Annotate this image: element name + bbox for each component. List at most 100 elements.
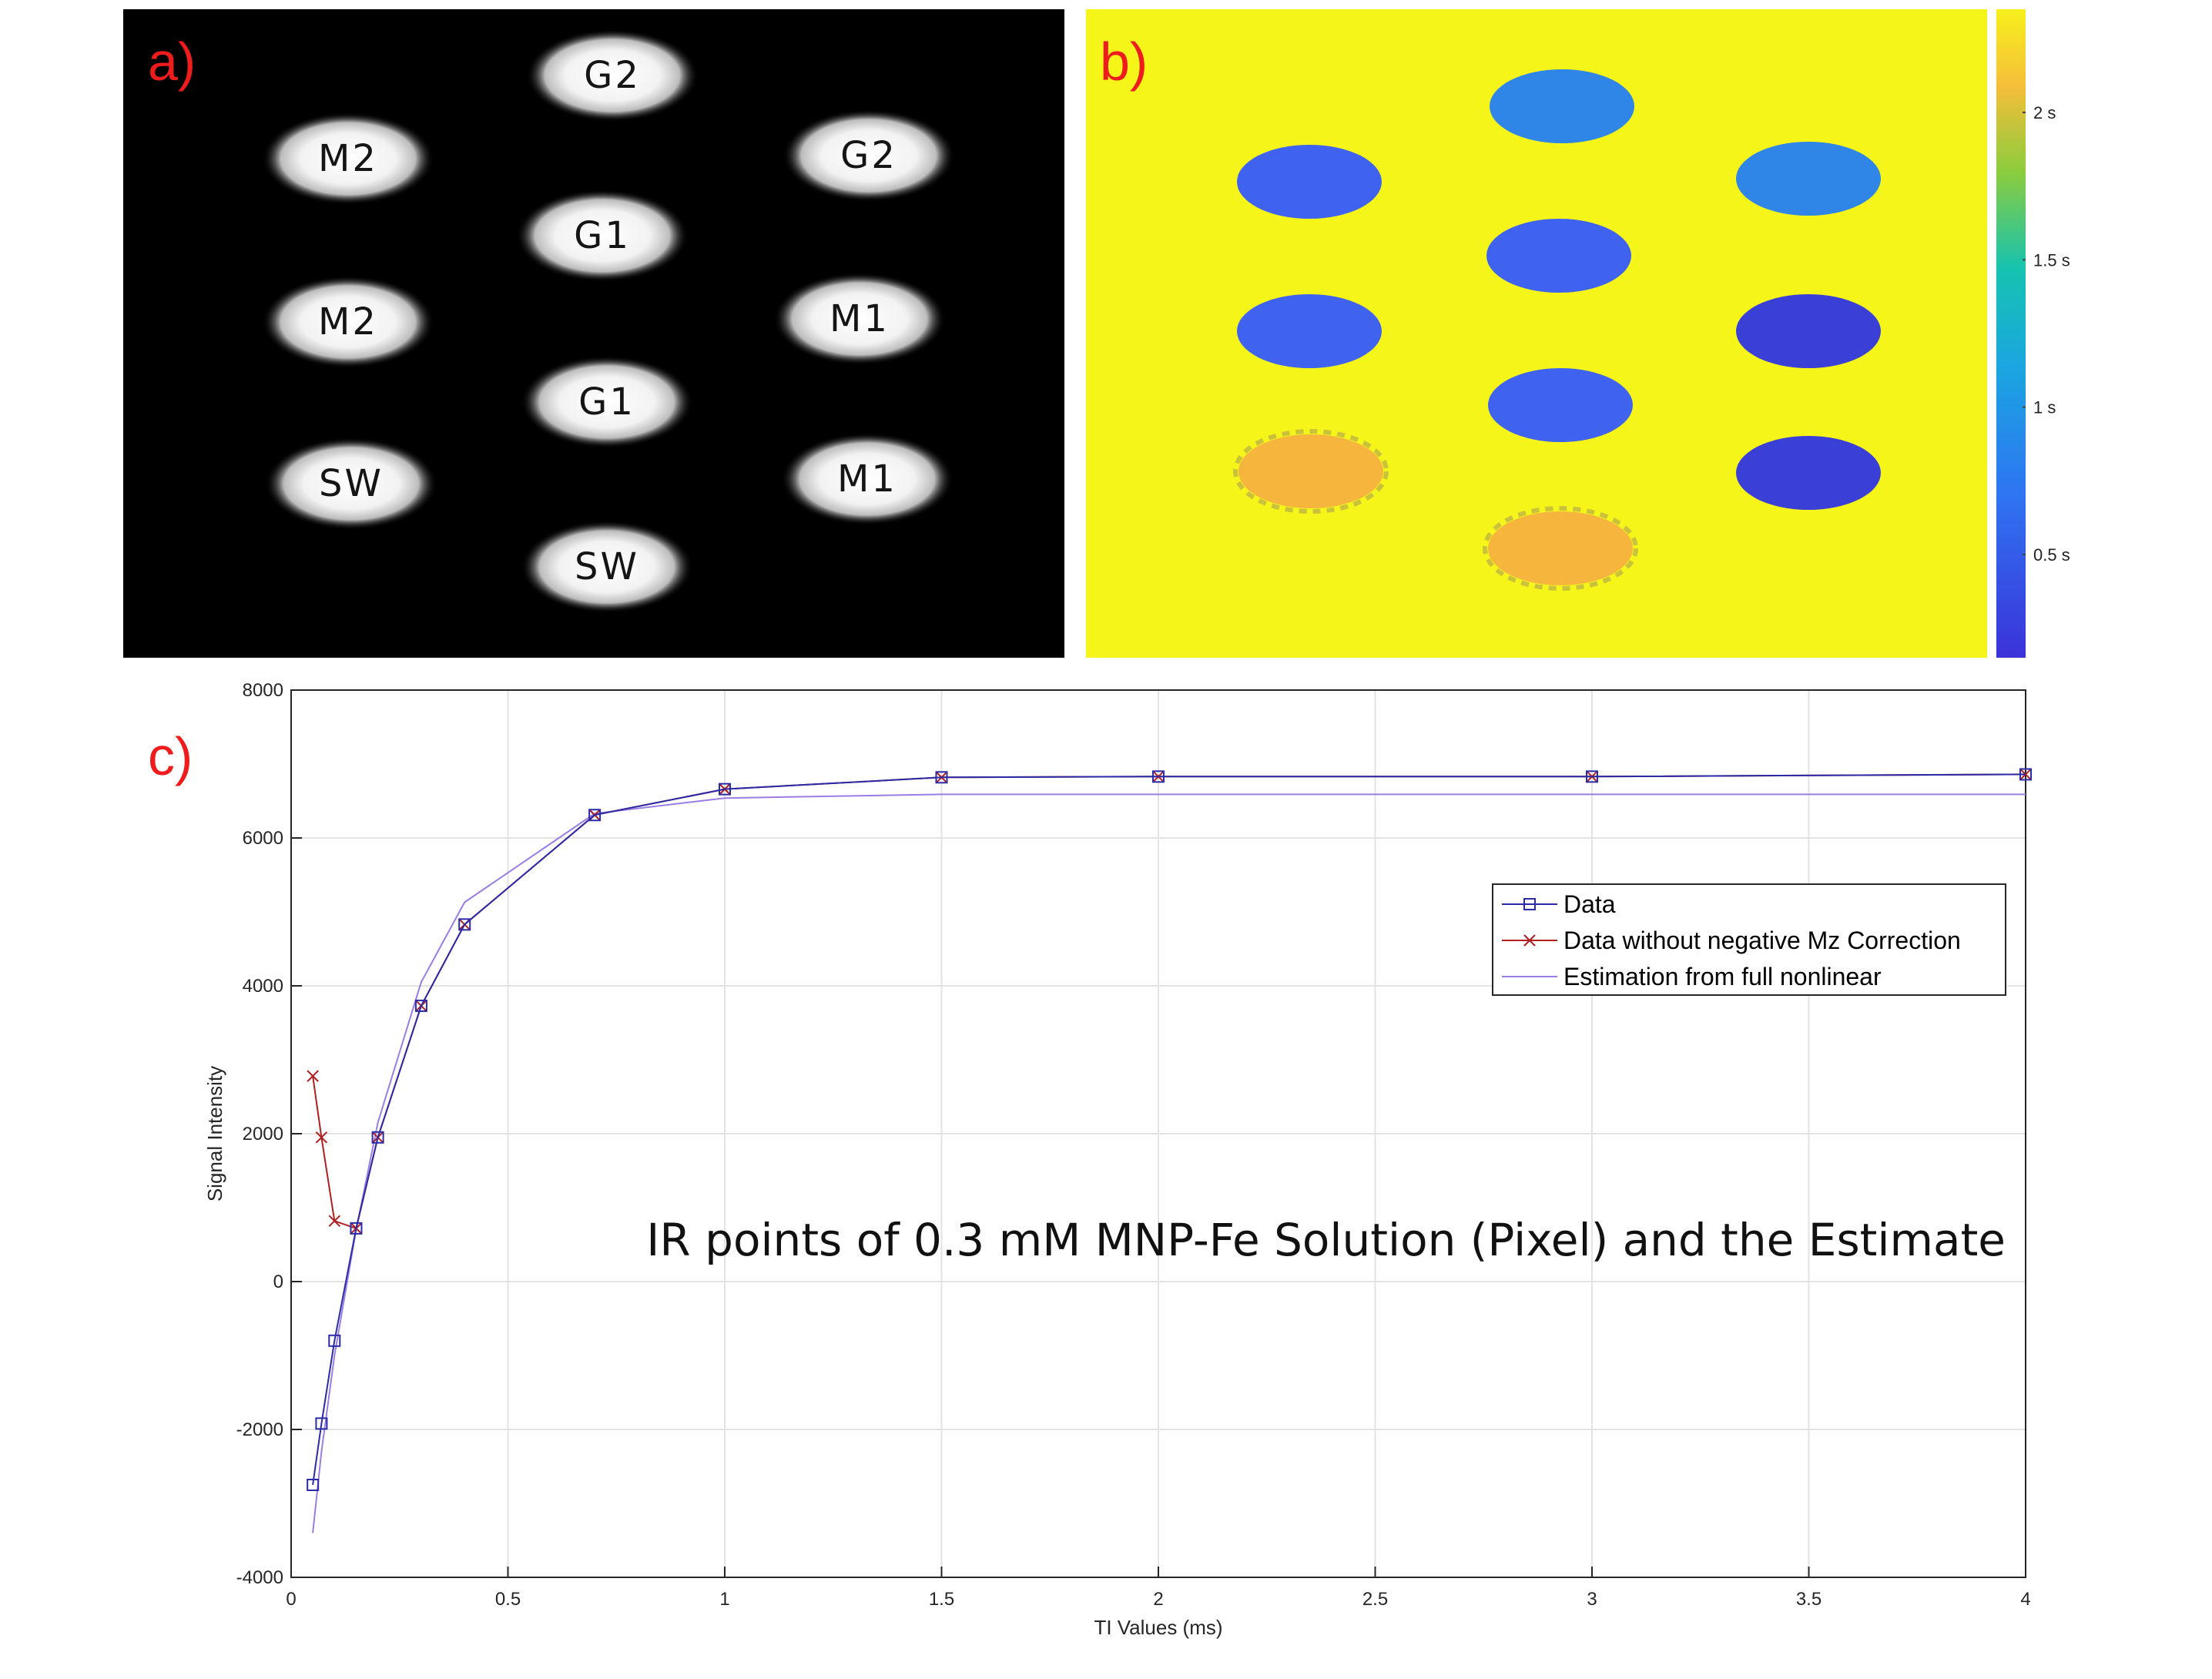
x-tick-label: 0.5 [495,1589,521,1610]
vial-blob [783,109,955,202]
y-tick-label: 8000 [243,680,283,701]
x-tick-label: 1 [719,1589,729,1610]
colorbar-ticks: 2 s 1.5 s 1 s 0.5 s [2023,103,2070,565]
panel-b-label: b) [1100,32,1148,92]
legend-item-2: Data without negative Mz Correction [1502,927,1961,954]
vial-SW-left: SW [265,437,437,530]
vial-blob [521,356,693,448]
legend: Data Data without negative Mz Correction E… [1492,883,2006,996]
panel-b: b) 2 s 1.5 s 1 s 0.5 s [1086,9,2070,658]
vial-blob [526,29,699,122]
vial-G1-center-2: G1 [521,356,693,448]
vial-label: G2 [584,54,641,97]
data-point [307,1070,319,1082]
vial-blob [262,276,434,368]
data-point [588,809,602,822]
vial-M1-right-1: M1 [773,273,946,365]
vial-label: M2 [318,300,378,344]
legend-item-3: Estimation from full nonlinear [1502,963,1882,990]
vial-label: M1 [837,457,897,501]
map-vial-1 [1490,69,1634,143]
panel-a-vials: G2 M2 G2 G1 M2 M1 G1 SW M1 SW [262,29,955,613]
vial-label: SW [575,545,639,588]
chart-grid [290,689,2026,1578]
legend-box [1492,883,2006,996]
map-vial-10 [1488,511,1633,585]
map-vial-9 [1736,436,1881,510]
data-point [307,1479,320,1491]
data-point [350,1222,363,1235]
panel-a-label: a) [148,32,196,92]
y-tick-label: -4000 [236,1567,283,1588]
y-axis-label: Signal Intensity [203,1066,226,1201]
legend-marker [1523,898,1536,910]
y-tick-label: 6000 [243,828,283,849]
x-tick-label: 2 [1153,1589,1163,1610]
x-axis-ticks: 0 0.5 1 1.5 2 2.5 3 3.5 4 [286,1567,2031,1610]
legend-label: Estimation from full nonlinear [1563,963,1882,990]
legend-label: Data [1563,890,1616,918]
vial-blob [773,273,946,365]
vial-blob [521,521,693,613]
vial-label: M2 [318,137,378,180]
y-tick-label: 2000 [243,1124,283,1144]
vial-label: G2 [840,134,897,177]
x-tick-label: 2.5 [1362,1589,1388,1610]
data-point [315,1417,328,1430]
data-point [328,1215,341,1227]
legend-item-1: Data [1502,890,1616,918]
colorbar [1996,9,2026,658]
vial-blob [262,112,434,205]
panel-c: 0 0.5 1 1.5 2 2.5 3 3.5 4 -4000 -2000 0 2000 4000 600… [148,680,2032,1639]
map-vial-8 [1238,434,1383,508]
series-line [312,773,2026,1486]
map-vial-5 [1237,294,1382,368]
map-vial-rim [1233,429,1389,514]
vial-M2-left-2: M2 [262,276,434,368]
vial-label: SW [319,462,384,505]
y-tick-label: 4000 [243,976,283,997]
vial-label: M1 [830,297,890,340]
x-tick-label: 3.5 [1796,1589,1822,1610]
panel-a: G2 M2 G2 G1 M2 M1 G1 SW M1 SW a) [123,9,1064,658]
vial-G2-top: G2 [526,29,699,122]
data-point [1586,770,1598,783]
vial-M1-right-2: M1 [781,433,954,525]
y-tick-label: 0 [273,1272,283,1292]
vial-SW-center: SW [521,521,693,613]
data-point [935,771,948,784]
map-vial-7 [1488,368,1633,442]
x-tick-label: 3 [1587,1589,1597,1610]
data-point [414,999,427,1012]
data-point [1152,770,1165,783]
colorbar-tick-label: 1.5 s [2033,250,2070,270]
vial-G1-center-1: G1 [516,189,689,282]
series-line [312,793,2026,1533]
x-tick-label: 4 [2020,1589,2030,1610]
legend-items: Data Data without negative Mz Correction E… [1502,890,1961,990]
data-point [371,1131,384,1144]
data-point [719,783,731,796]
panel-b-vials [1233,69,1881,591]
vial-blob [781,433,954,525]
data-point [328,1334,341,1347]
map-vial-rim [1483,506,1638,591]
chart-annotation: IR points of 0.3 mM MNP-Fe Solution (Pix… [646,1214,2006,1266]
colorbar-tick-label: 0.5 s [2033,545,2070,565]
map-vial-3 [1736,142,1881,216]
data-point [2019,768,2032,781]
legend-label: Data without negative Mz Correction [1563,927,1961,954]
x-axis-label: TI Values (ms) [1094,1616,1222,1639]
colorbar-tick-label: 1 s [2033,398,2056,417]
data-point [458,918,471,931]
series-1 [307,768,2032,1491]
y-tick-label: -2000 [236,1419,283,1440]
y-axis-ticks: -4000 -2000 0 2000 4000 6000 8000 [236,680,302,1588]
legend-marker [1523,934,1536,947]
map-vial-2 [1237,145,1382,219]
map-vial-6 [1736,294,1881,368]
vial-M2-left-1: M2 [262,112,434,205]
vial-G2-right: G2 [783,109,955,202]
series-3 [312,793,2026,1533]
